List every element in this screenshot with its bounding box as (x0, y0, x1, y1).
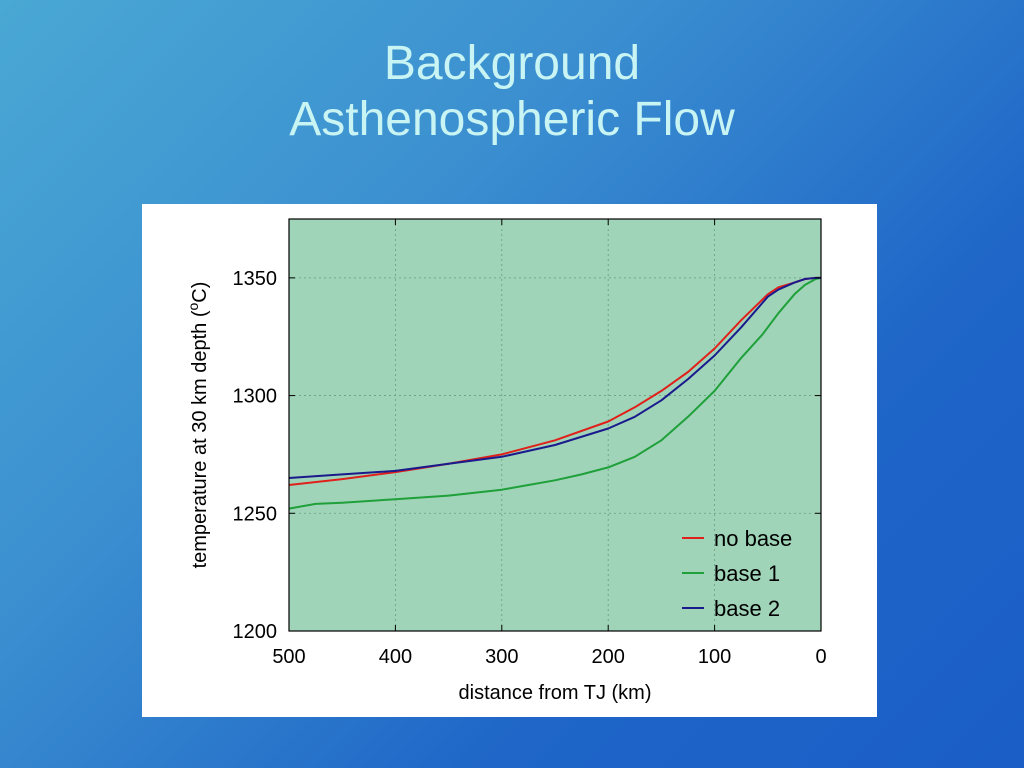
series-line-base-1 (288, 276, 822, 510)
x-tick-label: 400 (379, 646, 412, 668)
y-tick-label: 1200 (233, 621, 278, 643)
x-tick-label: 500 (272, 646, 305, 668)
series-line-base-2 (288, 276, 821, 479)
x-axis-label: distance from TJ (km) (459, 682, 652, 704)
x-tick-label: 200 (592, 646, 625, 668)
x-tick-label: 100 (698, 646, 731, 668)
y-tick-label: 1350 (233, 268, 278, 290)
y-tick-label: 1250 (233, 503, 278, 525)
x-tick-label: 300 (485, 646, 518, 668)
x-tick-label: 0 (815, 646, 826, 668)
plot-area (289, 219, 821, 631)
plot-frame (288, 218, 822, 632)
legend-label-no-base: no base (714, 526, 792, 551)
legend: no base base 1 base 2 (682, 526, 792, 621)
axis-ticks: 500 400 300 200 100 0 1200 1250 1300 1350 (233, 219, 827, 668)
slide-title: Background Asthenospheric Flow (0, 36, 1024, 148)
line-chart: 500 400 300 200 100 0 1200 1250 1300 1350 distanc… (185, 218, 827, 704)
slide-title-line-2: Asthenospheric Flow (289, 93, 735, 146)
legend-label-base-2: base 2 (714, 596, 780, 621)
y-tick-label: 1300 (233, 386, 278, 408)
legend-item-base-1: base 1 (682, 561, 780, 586)
chart-panel: 500 400 300 200 100 0 1200 1250 1300 1350 distanc… (142, 204, 877, 717)
series-layer (288, 276, 822, 510)
legend-item-no-base: no base (682, 526, 792, 551)
legend-item-base-2: base 2 (682, 596, 780, 621)
y-axis-label: temperature at 30 km depth (oC) (185, 282, 211, 569)
legend-label-base-1: base 1 (714, 561, 780, 586)
slide-title-line-1: Background (383, 37, 641, 90)
